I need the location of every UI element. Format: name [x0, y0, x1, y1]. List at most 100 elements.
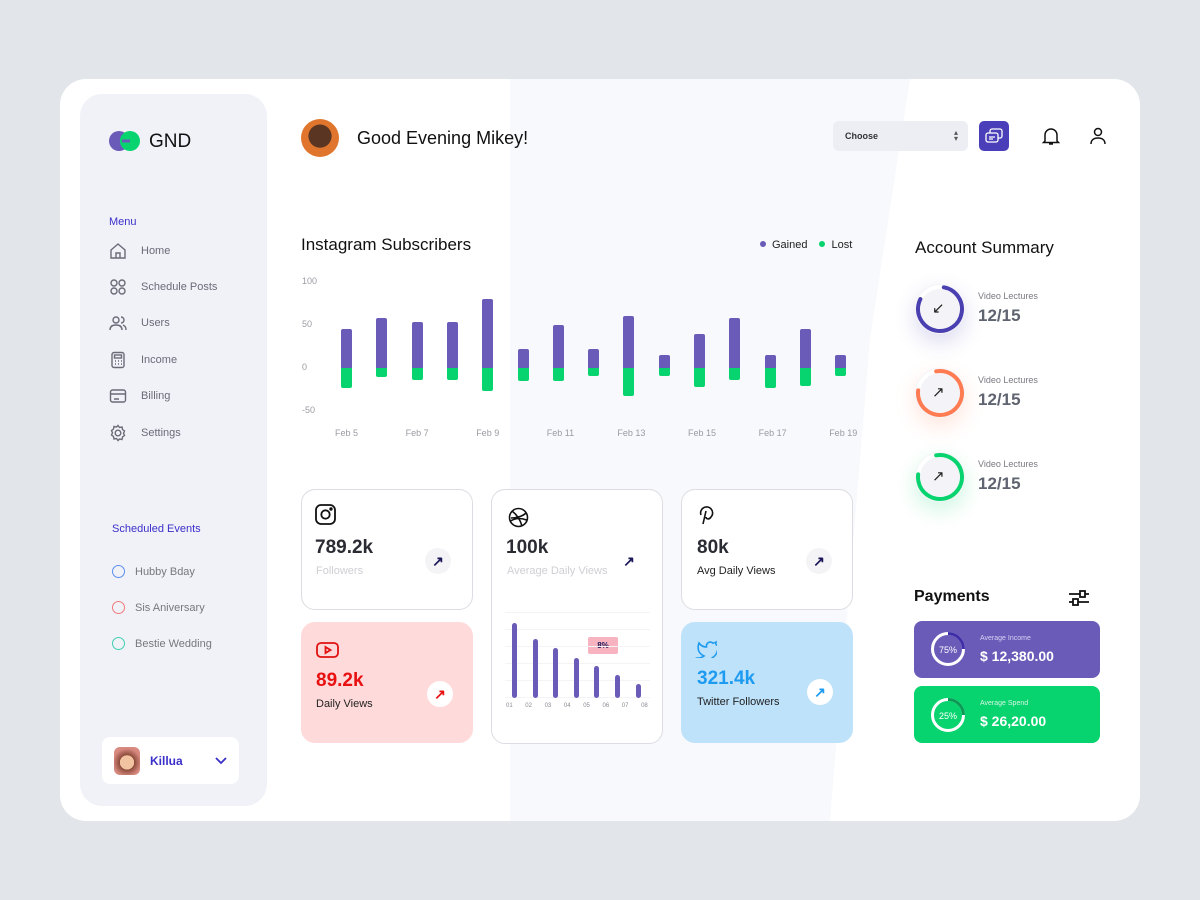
x-tick-label: Feb 9 — [476, 428, 500, 438]
summary-ring — [915, 284, 965, 334]
event-label: Bestie Wedding — [135, 637, 212, 650]
arrow-up-right-icon[interactable]: ↗ — [807, 679, 833, 705]
bar-gained — [411, 322, 423, 368]
bar-gained — [517, 349, 529, 368]
choose-select[interactable]: Choose ▴ ▾ — [833, 121, 968, 151]
grid-line — [505, 646, 650, 647]
bar-gained — [694, 333, 705, 368]
sidebar-item-users[interactable]: Users — [109, 314, 170, 332]
brand-name: GND — [149, 131, 192, 152]
bar-lost — [764, 368, 776, 388]
x-tick-label: Feb 17 — [758, 428, 787, 438]
average-spend-card[interactable]: 25% Average Spend $ 26,20.00 — [914, 686, 1100, 743]
income-label: Average Income — [980, 635, 1031, 642]
bar-lost — [694, 368, 705, 387]
pinterest-value: 80k — [697, 537, 729, 558]
mini-bar — [615, 674, 620, 698]
bar-gained — [658, 355, 670, 368]
x-tick-label: Feb 15 — [688, 428, 717, 438]
menu-title: Menu — [109, 216, 137, 228]
chevron-down-icon — [215, 756, 227, 764]
sidebar-item-income[interactable]: Income — [109, 351, 177, 369]
mini-bar — [532, 638, 538, 698]
sidebar-item-label: Income — [141, 354, 178, 366]
summary-ring — [915, 452, 965, 502]
events-title: Scheduled Events — [112, 523, 201, 535]
event-label: Sis Aniversary — [135, 601, 205, 614]
youtube-value: 89.2k — [316, 670, 364, 691]
event-item[interactable]: Bestie Wedding — [112, 637, 212, 650]
sidebar-item-home[interactable]: Home — [109, 242, 170, 260]
chart-legend: Gained Lost — [760, 239, 852, 251]
arrow-up-right-icon[interactable]: ↗ — [425, 548, 451, 574]
profile-avatar[interactable] — [301, 119, 339, 157]
updown-chevron-icon: ▴ ▾ — [953, 128, 958, 143]
sidebar-item-settings[interactable]: Settings — [109, 424, 181, 442]
summary-label: Video Lectures — [978, 291, 1038, 301]
select-value: Choose — [845, 131, 879, 141]
y-tick-label: 100 — [302, 276, 318, 286]
event-dot-icon — [112, 565, 125, 578]
summary-label: Video Lectures — [978, 459, 1038, 469]
spend-value: $ 26,20.00 — [980, 713, 1047, 729]
event-item[interactable]: Hubby Bday — [112, 565, 195, 578]
mini-bar — [512, 623, 517, 698]
instagram-value: 789.2k — [315, 537, 374, 558]
user-switcher[interactable]: Killua — [102, 737, 239, 784]
user-icon[interactable] — [1089, 127, 1107, 145]
bar-lost — [341, 368, 352, 388]
youtube-icon — [316, 642, 339, 658]
bar-lost — [799, 368, 811, 387]
bar-lost — [552, 368, 564, 381]
mini-x-label: 08 — [641, 703, 648, 709]
bar-gained — [729, 318, 741, 368]
users-icon — [109, 316, 127, 331]
summary-value: 12/15 — [978, 306, 1021, 325]
event-label: Hubby Bday — [135, 565, 195, 578]
legend-label: Lost — [831, 239, 853, 251]
sidebar-item-billing[interactable]: Billing — [109, 387, 170, 405]
bar-lost — [623, 368, 635, 396]
spend-label: Average Spend — [980, 700, 1029, 707]
grid-line — [505, 629, 650, 630]
x-tick-label: Feb 11 — [546, 428, 575, 438]
x-tick-label: Feb 19 — [829, 428, 858, 438]
sidebar-item-schedule-posts[interactable]: Schedule Posts — [109, 278, 217, 296]
bell-icon[interactable] — [1042, 127, 1060, 146]
chart-title: Instagram Subscribers — [301, 235, 472, 254]
greeting: Good Evening Mikey! — [357, 128, 529, 148]
pinterest-label: Avg Daily Views — [697, 565, 776, 577]
bar-gained — [764, 355, 776, 368]
arrow-up-right-icon[interactable]: ↗ — [806, 548, 832, 574]
average-income-card[interactable]: 75% Average Income $ 12,380.00 — [914, 621, 1100, 678]
sidebar-item-label: Billing — [141, 390, 171, 402]
bar-lost — [588, 368, 600, 376]
sidebar-item-label: Settings — [141, 427, 181, 439]
mini-x-label: 01 — [506, 703, 513, 709]
logo — [108, 129, 140, 158]
twitter-value: 321.4k — [697, 668, 756, 689]
card-icon — [109, 389, 127, 403]
filter-sliders-icon[interactable] — [1068, 589, 1090, 607]
dribbble-card[interactable] — [491, 489, 663, 744]
bar-lost — [835, 368, 847, 376]
y-tick-label: 0 — [302, 362, 308, 372]
mini-bar — [573, 658, 579, 698]
gear-icon — [110, 424, 126, 442]
bar-lost — [376, 368, 388, 377]
chat-icon — [985, 128, 1003, 143]
event-item[interactable]: Sis Aniversary — [112, 601, 205, 614]
arrow-down-left-icon: ↙ — [932, 300, 945, 317]
bar-gained — [376, 318, 388, 368]
bar-lost — [517, 368, 529, 381]
arrow-up-right-icon[interactable]: ↗ — [623, 552, 635, 569]
pinterest-icon — [699, 506, 714, 525]
arrow-up-right-icon[interactable]: ↗ — [427, 681, 453, 707]
legend-dot-icon — [760, 241, 766, 247]
mini-x-label: 05 — [583, 703, 590, 709]
bar-gained — [446, 322, 458, 368]
summary-ring — [915, 368, 965, 418]
chat-button[interactable] — [979, 121, 1009, 151]
bar-lost — [411, 368, 423, 381]
x-tick-label: Feb 7 — [405, 428, 429, 438]
